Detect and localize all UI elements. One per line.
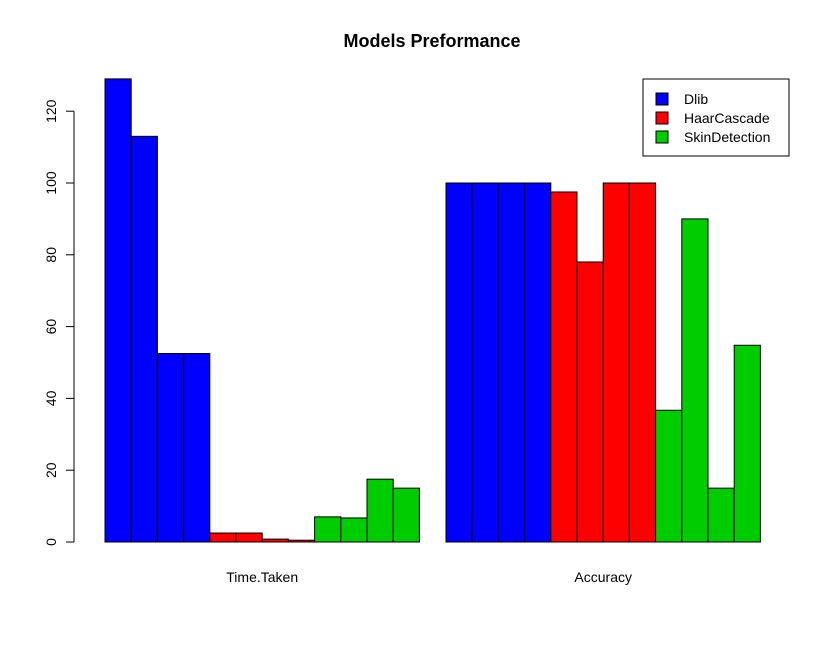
chart-title: Models Preformance <box>343 31 520 51</box>
x-category-label-time-taken: Time.Taken <box>226 569 298 585</box>
legend-label-haarcascade: HaarCascade <box>684 110 770 126</box>
y-tick-label-120: 120 <box>43 99 59 123</box>
legend-swatch-haarcascade <box>655 111 669 125</box>
legend-swatch-dlib <box>655 92 669 106</box>
bar-dlib-accuracy-3 <box>497 182 526 543</box>
bar-haarcascade-accuracy-4 <box>628 182 657 543</box>
bar-dlib-time-taken-4 <box>183 353 211 543</box>
legend: Dlib HaarCascade SkinDetection <box>642 78 790 157</box>
bar-skindetection-accuracy-4 <box>733 344 761 543</box>
bar-dlib-time-taken-1 <box>104 78 132 543</box>
bar-haarcascade-time-taken-2 <box>235 532 263 543</box>
bar-skindetection-time-taken-4 <box>392 487 420 543</box>
bar-skindetection-time-taken-1 <box>314 516 342 543</box>
bar-dlib-time-taken-2 <box>130 135 158 543</box>
x-axis-labels: Time.Taken Accuracy <box>226 569 632 585</box>
y-tick-label-100: 100 <box>43 171 59 195</box>
bar-haarcascade-time-taken-3 <box>261 538 289 543</box>
x-category-label-accuracy: Accuracy <box>574 569 632 585</box>
legend-label-dlib: Dlib <box>684 91 708 107</box>
bar-skindetection-time-taken-2 <box>340 517 368 543</box>
bar-haarcascade-time-taken-4 <box>287 539 316 543</box>
legend-swatch-skindetection <box>655 130 669 144</box>
y-tick-label-80: 80 <box>43 247 59 263</box>
bars-layer <box>104 78 761 543</box>
bar-skindetection-accuracy-1 <box>655 409 683 543</box>
bar-dlib-accuracy-4 <box>524 182 552 543</box>
bar-haarcascade-accuracy-1 <box>550 191 578 543</box>
y-tick-label-20: 20 <box>43 462 59 478</box>
bar-skindetection-accuracy-2 <box>681 218 709 543</box>
bar-skindetection-time-taken-3 <box>366 478 394 543</box>
bar-dlib-time-taken-3 <box>156 353 185 543</box>
bar-haarcascade-time-taken-1 <box>209 532 237 543</box>
bar-dlib-accuracy-2 <box>471 182 499 543</box>
y-tick-label-60: 60 <box>43 319 59 335</box>
bar-haarcascade-accuracy-3 <box>602 182 630 543</box>
bar-haarcascade-accuracy-2 <box>576 261 604 543</box>
legend-label-skindetection: SkinDetection <box>684 129 770 145</box>
y-tick-label-0: 0 <box>43 538 59 546</box>
y-axis: 0 20 40 60 80 100 120 <box>43 99 75 546</box>
y-tick-label-40: 40 <box>43 390 59 406</box>
bar-dlib-accuracy-1 <box>445 182 473 543</box>
bar-skindetection-accuracy-3 <box>707 487 735 543</box>
